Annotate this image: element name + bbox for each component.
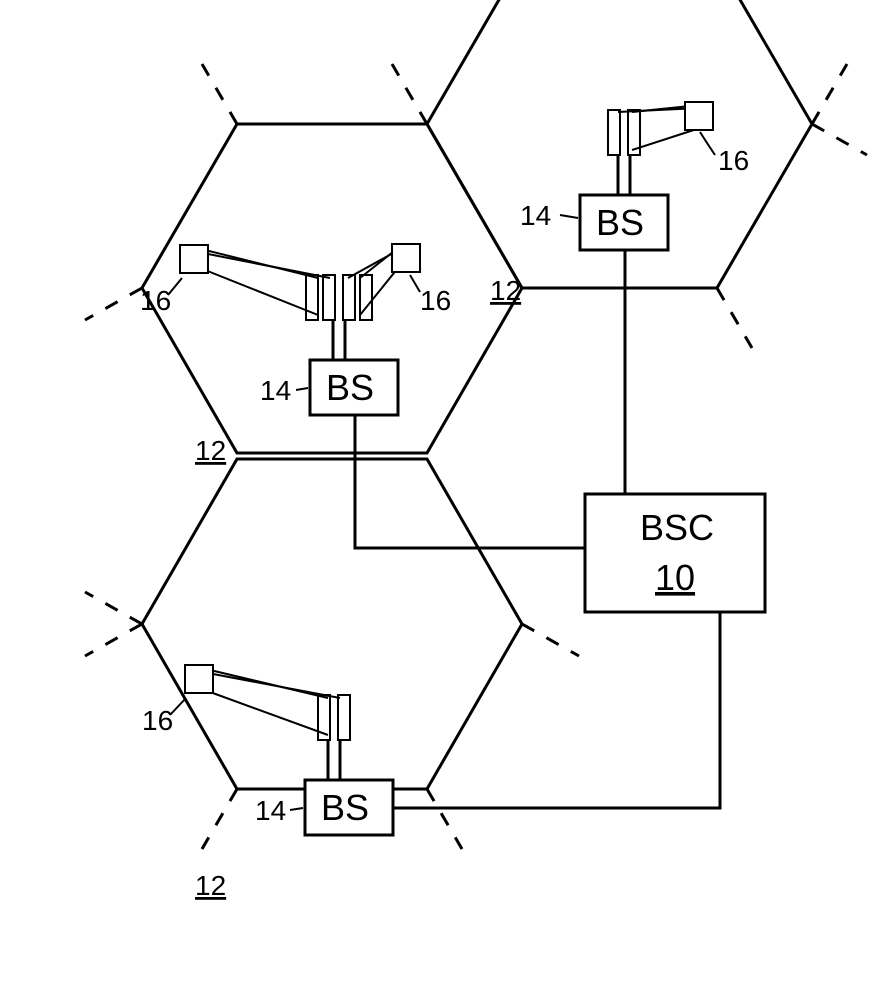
mobile-icon	[180, 245, 208, 273]
bs-label: BS	[326, 367, 374, 408]
link-bs-mid-bsc	[355, 415, 585, 548]
bs-num: 14	[260, 375, 291, 406]
bs-mid: BS 14	[260, 360, 398, 415]
tower-bot	[185, 665, 350, 780]
cellular-network-diagram: BSC 10 BS 14 BS 14 BS 14	[0, 0, 888, 1000]
bsc-number: 10	[655, 557, 695, 598]
mobile-label: 16	[140, 285, 171, 316]
bs-label: BS	[321, 787, 369, 828]
cell-label: 12	[195, 435, 226, 466]
bsc-label: BSC	[640, 507, 714, 548]
link-bs-bot-bsc	[393, 612, 720, 808]
bs-top-right: BS 14	[520, 195, 668, 250]
tower-mid	[180, 244, 420, 360]
cell-label: 12	[195, 870, 226, 901]
mobile-label: 16	[142, 705, 173, 736]
bs-label: BS	[596, 202, 644, 243]
mobile-icon	[392, 244, 420, 272]
bs-num: 14	[255, 795, 286, 826]
mobile-label: 16	[718, 145, 749, 176]
tower-top-right	[608, 102, 713, 195]
hex-bottom	[142, 459, 522, 789]
mobile-icon	[185, 665, 213, 693]
bsc: BSC 10	[585, 494, 765, 612]
cell-label: 12	[490, 275, 521, 306]
bs-num: 14	[520, 200, 551, 231]
mobile-icon	[685, 102, 713, 130]
mobile-label: 16	[420, 285, 451, 316]
